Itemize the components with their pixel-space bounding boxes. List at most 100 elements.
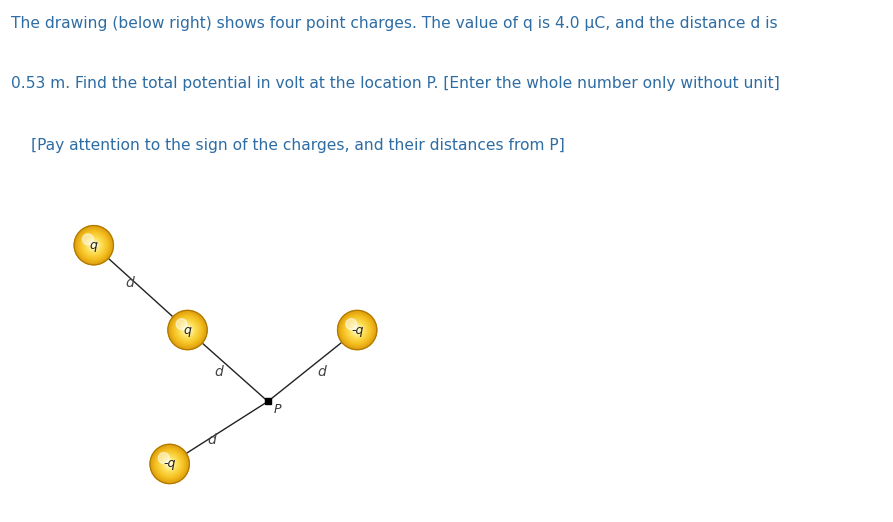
Circle shape bbox=[167, 461, 172, 467]
Circle shape bbox=[348, 321, 366, 339]
Circle shape bbox=[343, 316, 371, 345]
Circle shape bbox=[89, 241, 98, 250]
Circle shape bbox=[169, 311, 206, 349]
Circle shape bbox=[90, 241, 97, 249]
Text: The drawing (below right) shows four point charges. The value of q is 4.0 μC, an: The drawing (below right) shows four poi… bbox=[11, 16, 777, 31]
Circle shape bbox=[163, 458, 176, 470]
Circle shape bbox=[163, 457, 177, 471]
Circle shape bbox=[83, 234, 104, 256]
Circle shape bbox=[168, 462, 171, 466]
Circle shape bbox=[185, 327, 190, 333]
Circle shape bbox=[158, 453, 181, 475]
Circle shape bbox=[355, 328, 360, 333]
Circle shape bbox=[351, 324, 363, 336]
Circle shape bbox=[91, 243, 96, 247]
Circle shape bbox=[161, 455, 179, 473]
Text: P: P bbox=[274, 403, 281, 416]
Circle shape bbox=[82, 233, 105, 257]
Circle shape bbox=[157, 452, 182, 476]
Text: q: q bbox=[90, 239, 97, 252]
Text: -q: -q bbox=[351, 324, 363, 337]
Circle shape bbox=[350, 323, 364, 337]
Text: q: q bbox=[184, 324, 191, 337]
Circle shape bbox=[74, 226, 113, 265]
Circle shape bbox=[174, 316, 201, 344]
Circle shape bbox=[339, 312, 375, 348]
Circle shape bbox=[345, 318, 370, 342]
Circle shape bbox=[177, 319, 198, 340]
Circle shape bbox=[75, 227, 113, 264]
Circle shape bbox=[78, 229, 110, 262]
Circle shape bbox=[346, 319, 369, 341]
Circle shape bbox=[171, 314, 204, 346]
Circle shape bbox=[169, 464, 171, 465]
Circle shape bbox=[81, 232, 106, 258]
Circle shape bbox=[153, 447, 187, 481]
Circle shape bbox=[165, 459, 174, 468]
Circle shape bbox=[173, 316, 202, 345]
Text: 0.53 m. Find the total potential in volt at the location P. [Enter the whole num: 0.53 m. Find the total potential in volt… bbox=[11, 76, 780, 91]
Circle shape bbox=[88, 239, 100, 251]
Circle shape bbox=[344, 316, 371, 344]
Circle shape bbox=[179, 322, 196, 338]
Circle shape bbox=[342, 315, 372, 345]
Circle shape bbox=[90, 242, 97, 248]
Circle shape bbox=[87, 238, 101, 253]
Circle shape bbox=[341, 314, 373, 346]
Circle shape bbox=[82, 234, 94, 245]
Circle shape bbox=[168, 311, 207, 350]
Circle shape bbox=[152, 446, 188, 482]
Circle shape bbox=[170, 312, 205, 348]
Circle shape bbox=[346, 319, 368, 341]
Circle shape bbox=[349, 322, 365, 338]
Circle shape bbox=[342, 315, 371, 345]
Circle shape bbox=[177, 319, 198, 341]
Circle shape bbox=[169, 463, 171, 465]
Circle shape bbox=[345, 317, 370, 343]
Circle shape bbox=[161, 455, 179, 473]
Circle shape bbox=[184, 327, 191, 334]
Circle shape bbox=[179, 322, 196, 338]
Circle shape bbox=[151, 445, 188, 483]
Circle shape bbox=[169, 311, 206, 349]
Circle shape bbox=[186, 328, 189, 331]
Circle shape bbox=[348, 321, 366, 339]
Circle shape bbox=[355, 328, 359, 332]
Text: d: d bbox=[317, 365, 326, 379]
Circle shape bbox=[171, 313, 204, 347]
Circle shape bbox=[164, 458, 175, 469]
Circle shape bbox=[183, 325, 193, 335]
Circle shape bbox=[171, 314, 204, 346]
Circle shape bbox=[356, 329, 358, 330]
Circle shape bbox=[155, 449, 185, 479]
Circle shape bbox=[163, 458, 176, 470]
Circle shape bbox=[158, 453, 170, 464]
Circle shape bbox=[340, 313, 374, 347]
Circle shape bbox=[85, 236, 103, 255]
Circle shape bbox=[162, 456, 178, 472]
Circle shape bbox=[340, 313, 374, 347]
Circle shape bbox=[82, 234, 105, 256]
Circle shape bbox=[173, 315, 203, 345]
Circle shape bbox=[338, 311, 376, 349]
Circle shape bbox=[350, 323, 364, 337]
Circle shape bbox=[159, 453, 180, 475]
Circle shape bbox=[176, 318, 199, 342]
Circle shape bbox=[154, 448, 186, 480]
Circle shape bbox=[166, 460, 173, 468]
Circle shape bbox=[353, 326, 362, 335]
Circle shape bbox=[160, 454, 179, 474]
Circle shape bbox=[92, 243, 96, 247]
Circle shape bbox=[174, 317, 201, 343]
Circle shape bbox=[76, 228, 112, 263]
Circle shape bbox=[185, 328, 190, 333]
Text: d: d bbox=[207, 433, 216, 447]
Circle shape bbox=[356, 329, 358, 331]
Circle shape bbox=[182, 325, 193, 336]
Circle shape bbox=[349, 322, 365, 338]
Circle shape bbox=[346, 318, 369, 342]
Circle shape bbox=[89, 240, 99, 250]
Circle shape bbox=[181, 324, 194, 336]
Circle shape bbox=[78, 230, 110, 261]
Circle shape bbox=[92, 244, 96, 247]
